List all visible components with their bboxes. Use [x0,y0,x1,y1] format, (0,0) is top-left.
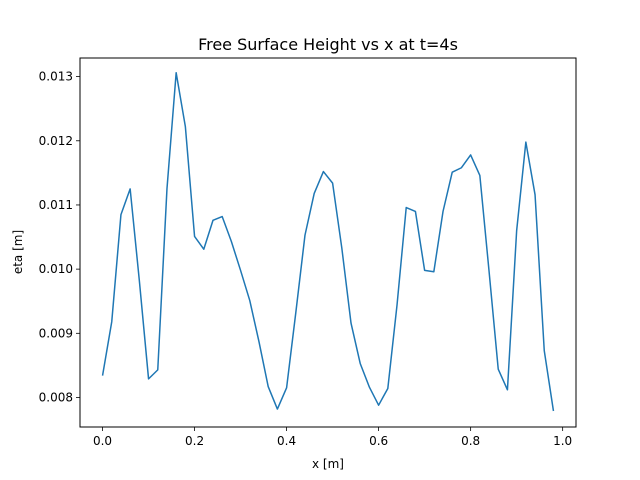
x-axis-label: x [m] [312,457,344,471]
y-tick-label: 0.009 [39,326,73,340]
x-tick-label: 0.2 [185,434,204,448]
y-axis-label: eta [m] [11,230,25,274]
y-tick-label: 0.013 [39,70,73,84]
y-tick-label: 0.008 [39,390,73,404]
x-tick-label: 0.8 [461,434,480,448]
y-tick-label: 0.012 [39,134,73,148]
y-tick-label: 0.011 [39,198,73,212]
y-tick-label: 0.010 [39,262,73,276]
x-tick-label: 0.6 [369,434,388,448]
plot-frame [79,57,577,428]
x-tick-label: 1.0 [553,434,572,448]
x-tick-label: 0.4 [277,434,296,448]
chart-title: Free Surface Height vs x at t=4s [198,35,458,54]
series-line-0 [101,72,555,412]
x-tick-label: 0.0 [93,434,112,448]
